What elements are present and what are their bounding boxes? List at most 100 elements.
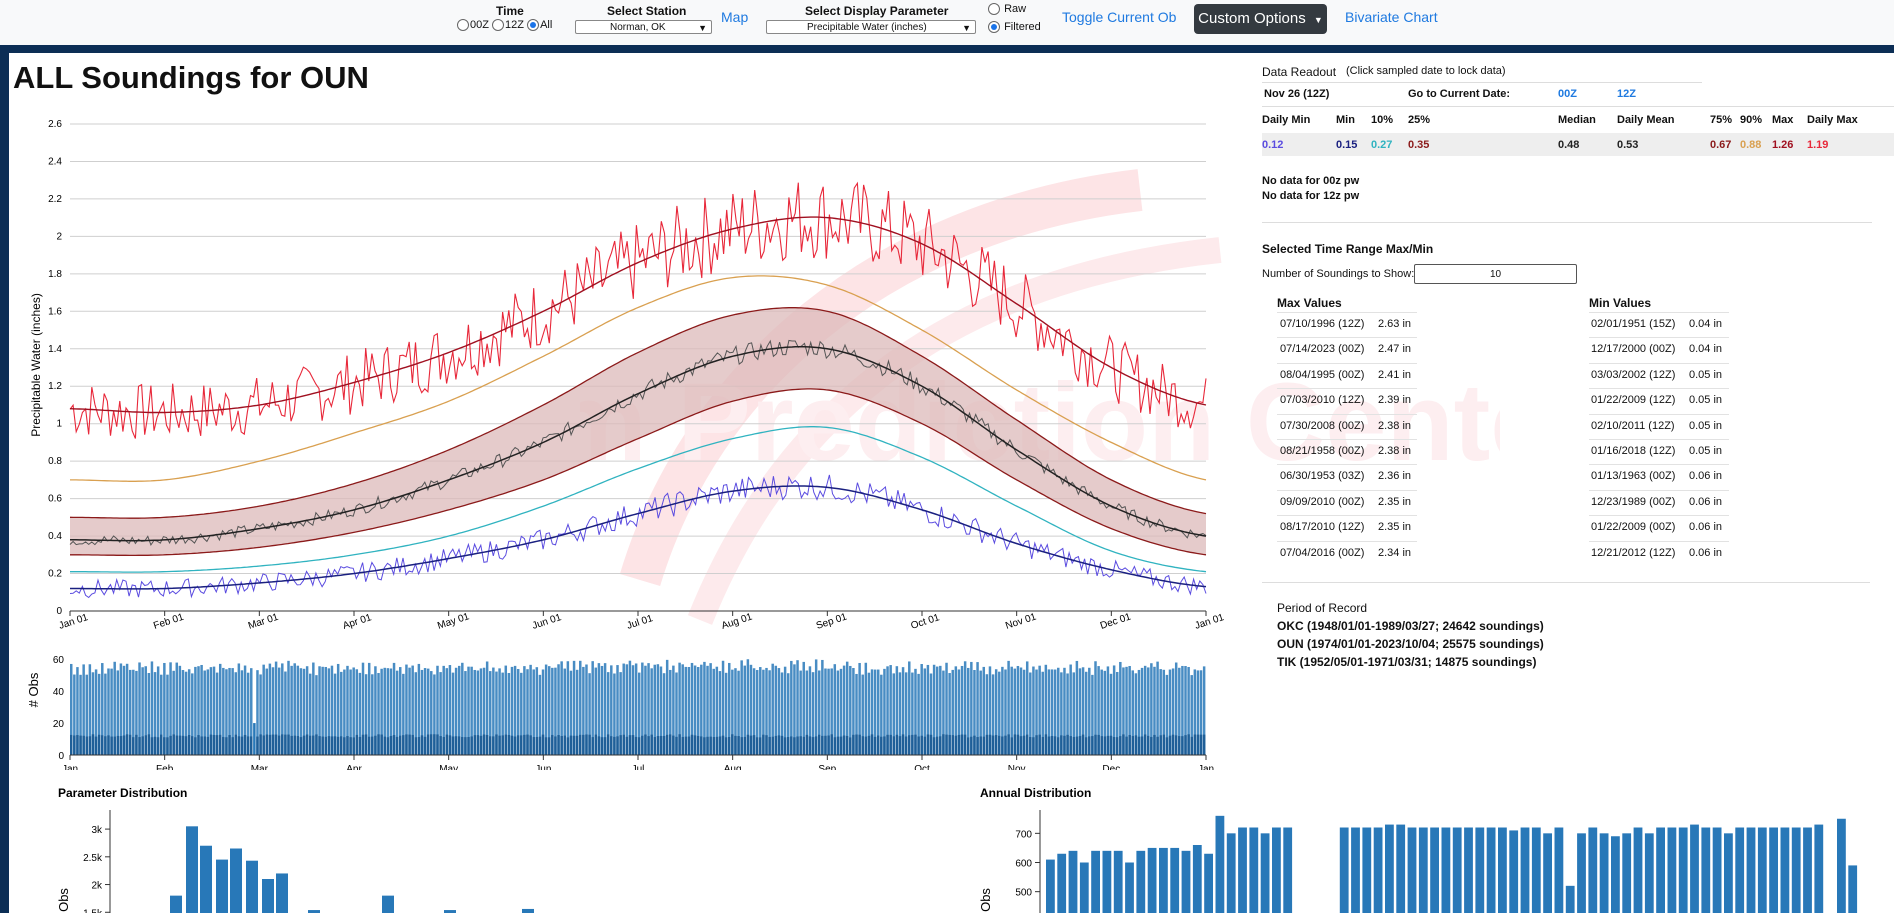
station-select[interactable]: Norman, OK ▼ [575, 20, 712, 34]
min-value-date: 12/21/2012 (12Z) [1591, 546, 1676, 559]
soundings-count-input[interactable]: 10 [1414, 264, 1577, 284]
obs-bar [516, 669, 520, 755]
obs-count-chart[interactable]: 0 20 40 60 Jan Feb Mar Apr May Jun Jul Aug Sep Oct No… [0, 640, 1240, 770]
custom-options-button[interactable]: Custom Options ▼ [1194, 4, 1327, 34]
goto-12z-link[interactable]: 12Z [1617, 88, 1636, 100]
row-divider [1589, 312, 1729, 313]
obs-x-tick-label: Jan [1198, 764, 1214, 770]
obs-bar [132, 669, 135, 755]
annual-bar [1418, 827, 1428, 913]
obs-bar [762, 669, 765, 755]
obs-bar-low [796, 736, 799, 755]
obs-bar-low [998, 735, 1001, 755]
annual-bar [1351, 827, 1360, 913]
obs-bar-low [967, 737, 970, 755]
obs-bar [606, 672, 610, 755]
obs-bar [321, 666, 324, 755]
obs-bar-low [377, 734, 380, 755]
max-values-header: Max Values [1277, 296, 1342, 310]
obs-bar [386, 668, 390, 755]
obs-bar [768, 670, 771, 755]
obs-bar [759, 667, 762, 755]
obs-bar-low [1190, 736, 1193, 755]
obs-bar [1168, 669, 1172, 755]
time-radio-12z[interactable] [492, 19, 505, 32]
obs-bar-low [516, 735, 520, 755]
obs-bar-low [554, 736, 557, 755]
goto-00z-link[interactable]: 00Z [1558, 88, 1577, 100]
obs-bar-low [82, 735, 85, 755]
min-value-date: 01/22/2009 (00Z) [1591, 521, 1676, 534]
obs-bar-low [194, 737, 197, 755]
annual-distribution-chart[interactable]: Annual Distribution 400500600700 Obs [960, 780, 1894, 913]
obs-bar-low [923, 736, 927, 755]
obs-bar [371, 674, 374, 755]
min-value-amount: 0.06 in [1689, 495, 1723, 508]
obs-bar [814, 659, 818, 755]
annual-bar [1464, 827, 1473, 913]
obs-bar [234, 672, 237, 755]
obs-bar-low [737, 736, 740, 755]
mode-radio-raw[interactable] [988, 3, 1000, 16]
obs-bar-low [119, 736, 123, 755]
parameter-distribution-chart[interactable]: Parameter Distribution 1.5k 2k 2.5k 3k Obs [0, 780, 600, 913]
obs-bar [855, 673, 858, 755]
obs-bar [274, 661, 278, 755]
obs-bar-low [222, 736, 225, 755]
obs-bar [454, 667, 458, 755]
max-value-amount: 2.63 in [1378, 318, 1412, 330]
pw-climatology-chart[interactable]: 0 0.2 0.4 0.6 0.8 1 1.2 1.4 1.6 1.8 2 2.2 2.4 2.6 Jan… [0, 0, 1240, 650]
obs-bar-low [790, 736, 793, 755]
obs-bar-low [277, 735, 281, 755]
bivariate-chart-link[interactable]: Bivariate Chart [1345, 9, 1438, 25]
time-radio-all[interactable] [527, 19, 540, 32]
annual-bar [1543, 833, 1552, 913]
obs-bar [346, 665, 349, 755]
obs-bar-low [1193, 734, 1197, 755]
obs-bar [333, 673, 337, 755]
obs-bar-low [343, 737, 346, 755]
param-bars [170, 826, 534, 913]
obs-bar [731, 669, 734, 755]
y-tick-label: 0.8 [48, 456, 62, 467]
mode-radio-filtered[interactable] [988, 21, 1000, 34]
obs-bar-low [985, 734, 989, 755]
time-radio-00z[interactable] [457, 19, 469, 32]
map-link[interactable]: Map [721, 9, 749, 25]
obs-bar-low [166, 737, 169, 755]
daily-max-line [69, 181, 1207, 439]
obs-bar [799, 670, 802, 755]
obs-bar-low [498, 735, 501, 755]
param-select[interactable]: Precipitable Water (inches) ▼ [766, 20, 976, 34]
obs-bar [315, 675, 318, 755]
x-tick-label: May 01 [436, 611, 471, 632]
obs-bar [610, 665, 613, 755]
annual-bar [1837, 818, 1846, 913]
annual-y-tick-label: 600 [1015, 859, 1032, 870]
obs-bar-low [703, 737, 706, 755]
content-panel [9, 53, 1894, 913]
max-value-date: 08/17/2010 (12Z) [1280, 521, 1365, 534]
annual-bar [1091, 850, 1100, 913]
obs-bar [963, 661, 967, 755]
obs-bar [135, 670, 138, 755]
obs-bar [104, 673, 107, 755]
obs-bar-low [687, 736, 691, 755]
max-value-amount: 2.35 in [1378, 521, 1412, 534]
obs-bar-low [718, 736, 722, 755]
obs-bar [513, 665, 517, 755]
obs-bar [160, 674, 163, 755]
obs-bar-low [1134, 735, 1138, 755]
obs-bar-low [684, 736, 688, 755]
obs-bar [597, 663, 601, 755]
obs-bar-low [504, 734, 508, 755]
row-divider [1277, 515, 1417, 517]
readout-header: 10% [1371, 114, 1394, 126]
obs-bar-low [957, 734, 961, 755]
obs-x-tick-label: May [439, 764, 458, 770]
toggle-current-ob-link[interactable]: Toggle Current Ob [1062, 9, 1177, 25]
row-divider [1277, 362, 1417, 364]
obs-bar [293, 663, 296, 755]
obs-bar-low [867, 735, 871, 755]
annual-bar [1159, 847, 1168, 913]
